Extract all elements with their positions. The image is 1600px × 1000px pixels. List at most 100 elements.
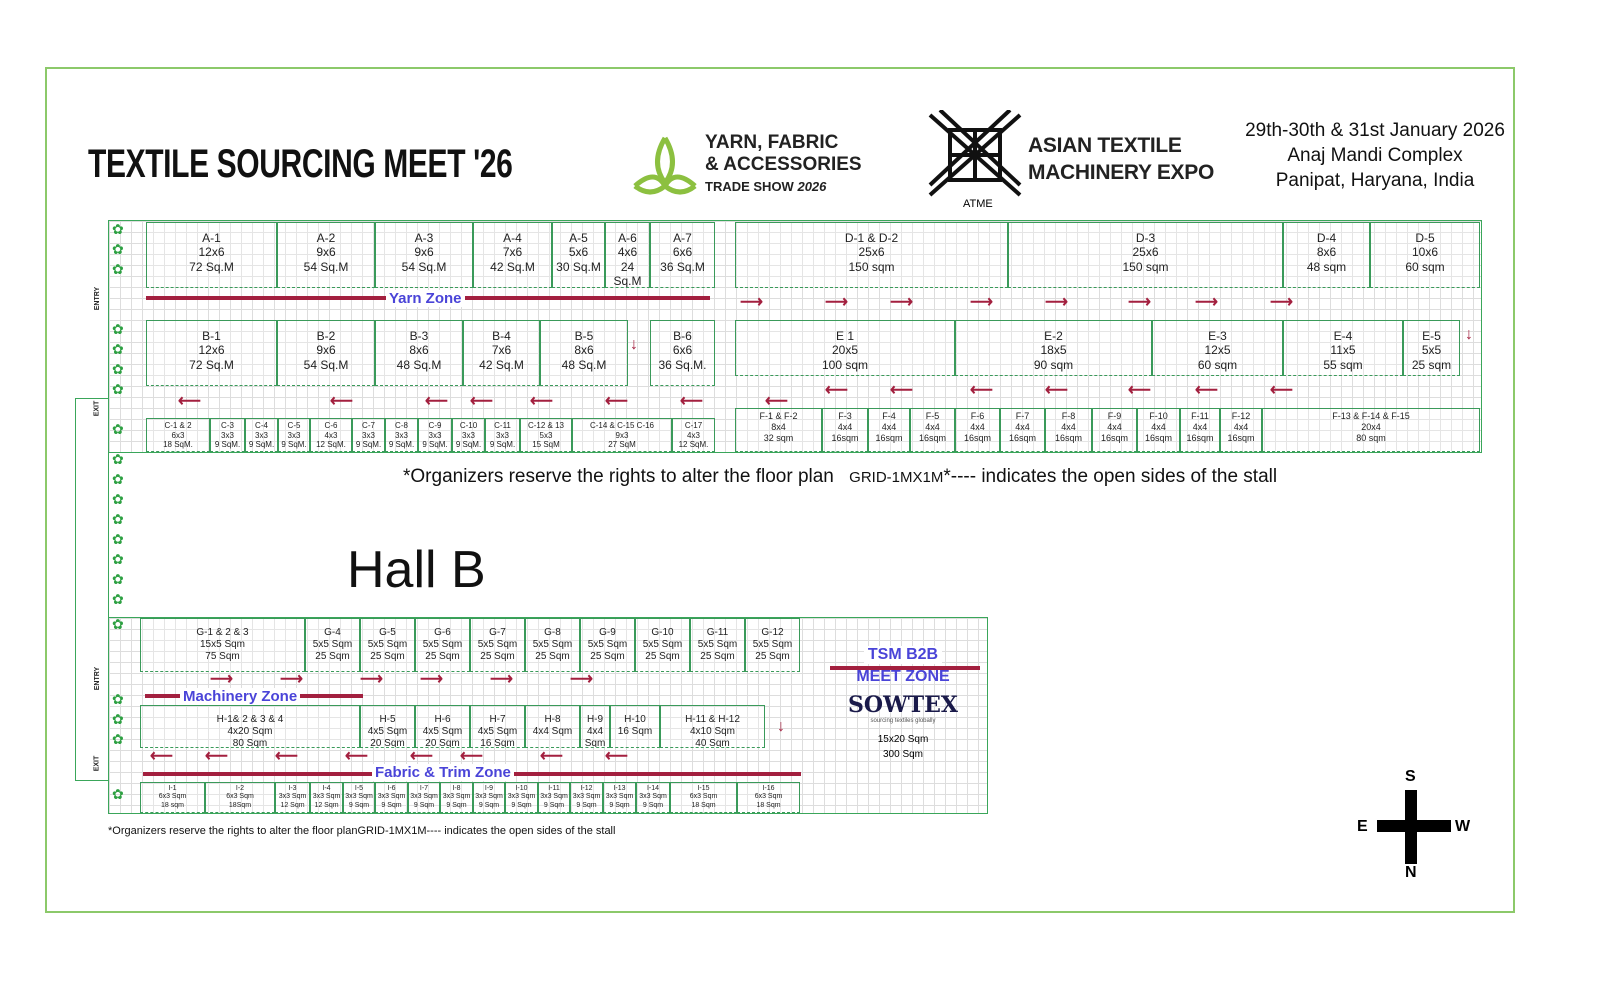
stall-dimensions: 9x3: [615, 430, 629, 440]
stall-id: C-1 & 2: [164, 421, 192, 430]
stall-area: 18 Sqm: [691, 801, 716, 809]
stall-a-1: A-1 12x6 72 Sq.M: [146, 222, 277, 288]
stall-area: 9 Sqm: [576, 801, 597, 809]
stall-d-4: D-4 8x6 48 sqm: [1283, 222, 1370, 288]
stall-dimensions: 6x3 Sqm: [689, 793, 718, 801]
stall-id: F-6: [970, 411, 985, 421]
arrow-right-icon: ⟶: [740, 294, 763, 311]
arrow-right-icon: ⟶: [825, 294, 848, 311]
stall-area: 75 Sqm: [205, 651, 240, 662]
stall-area: 100 sqm: [821, 357, 869, 372]
tsm-size: 15x20 Sqm: [877, 734, 929, 745]
hall-b-label: Hall B: [347, 541, 486, 599]
stall-c-3: C-3 3x3 9 SqM.: [210, 418, 245, 452]
stall-dimensions: 12x5: [1204, 343, 1231, 358]
arrow-down-icon: ↓: [777, 718, 785, 735]
stall-dimensions: 5x6: [568, 245, 589, 260]
stall-dimensions: 3x3 Sqm: [639, 793, 667, 801]
stall-id: G-10: [651, 627, 674, 638]
stall-dimensions: 12x6: [198, 245, 225, 260]
sowtex-tagline: sourcing textiles globally: [870, 718, 936, 724]
disclaimer-note: *Organizers reserve the rights to alter …: [403, 466, 1277, 488]
stall-id: F-11: [1191, 411, 1209, 421]
stall-g-8: G-8 5x5 Sqm 25 Sqm: [525, 618, 580, 672]
stall-e-3: E-3 12x5 60 sqm: [1152, 320, 1283, 376]
stall-area: 25 sqm: [1411, 357, 1452, 372]
atme-cross-icon: [928, 110, 1022, 197]
tsm-label-1: TSM B2B: [863, 646, 943, 664]
stall-area: 9 SqM.: [455, 440, 482, 450]
stall-i-11: I-11 3x3 Sqm 9 Sqm: [538, 782, 570, 813]
stall-area: 16sqm: [831, 432, 859, 443]
stall-id: B-3: [409, 329, 429, 343]
arrow-right-icon: ⟶: [1270, 294, 1293, 311]
stall-id: B-4: [492, 329, 511, 343]
stall-id: F-1 & F-2: [759, 411, 798, 421]
stall-id: I-9: [484, 785, 494, 792]
stall-area: 60 sqm: [1405, 259, 1445, 274]
stall-id: G-1 & 2 & 3: [196, 627, 249, 638]
stall-id: E-4: [1333, 329, 1353, 343]
stall-b-3: B-3 8x6 48 Sq.M: [375, 320, 463, 386]
arrow-left-icon: ⟵: [150, 748, 173, 765]
arrow-left-icon: ⟵: [205, 748, 228, 765]
stall-g-10: G-10 5x5 Sqm 25 Sqm: [635, 618, 690, 672]
stall-dimensions: 20x5: [831, 343, 859, 358]
stall-dimensions: 6x6: [672, 343, 693, 358]
arrow-right-icon: ⟶: [1128, 294, 1151, 311]
stall-id: H-1& 2 & 3 & 4: [216, 714, 284, 725]
stall-area: 18 Sqm: [756, 801, 781, 809]
stall-dimensions: 6x3 Sqm: [754, 793, 783, 801]
compass-e: E: [1357, 818, 1368, 835]
stall-dimensions: 6x3 Sqm: [226, 793, 254, 801]
stall-id: E-3: [1208, 329, 1227, 343]
arrow-right-icon: ⟶: [280, 671, 303, 688]
stall-id: I-5: [354, 785, 364, 792]
stall-b-6: B-6 6x6 36 Sq.M.: [650, 320, 715, 386]
stall-area: 12 SqM.: [678, 440, 709, 450]
stall-a-3: A-3 9x6 54 Sq.M: [375, 222, 473, 288]
arrow-right-icon: ⟶: [490, 671, 513, 688]
stall-dimensions: 3x3: [362, 430, 375, 440]
stall-id: F-4: [882, 411, 896, 421]
stall-area: 150 sqm: [848, 259, 895, 274]
stall-id: C-5: [287, 421, 301, 430]
stall-id: C-12 & 13: [527, 421, 565, 430]
stall-dimensions: 4x4: [1151, 421, 1166, 432]
stall-dimensions: 8x4: [771, 421, 786, 432]
stall-id: F-5: [925, 411, 940, 421]
stall-area: 25 Sqm: [590, 651, 625, 662]
stall-id: C-11: [494, 421, 511, 430]
stall-c-6: C-6 4x3 12 SqM.: [310, 418, 352, 452]
stall-e-2: E-2 18x5 90 sqm: [955, 320, 1152, 376]
stall-area: 16sqm: [875, 432, 903, 443]
stall-c-12-13: C-12 & 13 5x3 15 SqM: [520, 418, 572, 452]
plant-icon: ✿: [112, 491, 124, 507]
stall-dimensions: 3x3: [221, 430, 234, 440]
stall-area: 9 Sqm: [348, 801, 370, 809]
stall-dimensions: 18x5: [1040, 343, 1067, 358]
stall-id: I-10: [515, 785, 528, 792]
stall-area: 15 SqM: [532, 440, 560, 450]
arrow-left-icon: ⟵: [1045, 382, 1068, 399]
stall-dimensions: 4x10 Sqm: [689, 726, 736, 737]
stall-id: I-12: [580, 785, 593, 792]
plant-icon: ✿: [112, 421, 124, 437]
stall-area: 54 Sq.M: [303, 357, 349, 372]
stall-area: 9 SqM.: [388, 440, 415, 450]
stall-area: 48 Sq.M: [396, 357, 442, 372]
arrow-left-icon: ⟵: [425, 393, 448, 410]
stall-area: 9 SqM.: [355, 440, 382, 450]
stall-area: 16sqm: [1186, 432, 1214, 443]
stall-area: 25 Sqm: [645, 651, 680, 662]
stall-i-14: I-14 3x3 Sqm 9 Sqm: [636, 782, 670, 813]
plant-icon: ✿: [112, 711, 124, 727]
exit-label-hall-b: EXIT: [93, 755, 101, 772]
stall-area: 16sqm: [1100, 432, 1128, 443]
arrow-left-icon: ⟵: [890, 382, 913, 399]
stall-i-2: I-2 6x3 Sqm 18Sqm: [205, 782, 275, 813]
stall-g-12: G-12 5x5 Sqm 25 Sqm: [745, 618, 800, 672]
stall-i-7: I-7 3x3 Sqm 9 Sqm: [408, 782, 440, 813]
stall-dimensions: 4x4: [1061, 421, 1076, 432]
arrow-left-icon: ⟵: [680, 393, 703, 410]
